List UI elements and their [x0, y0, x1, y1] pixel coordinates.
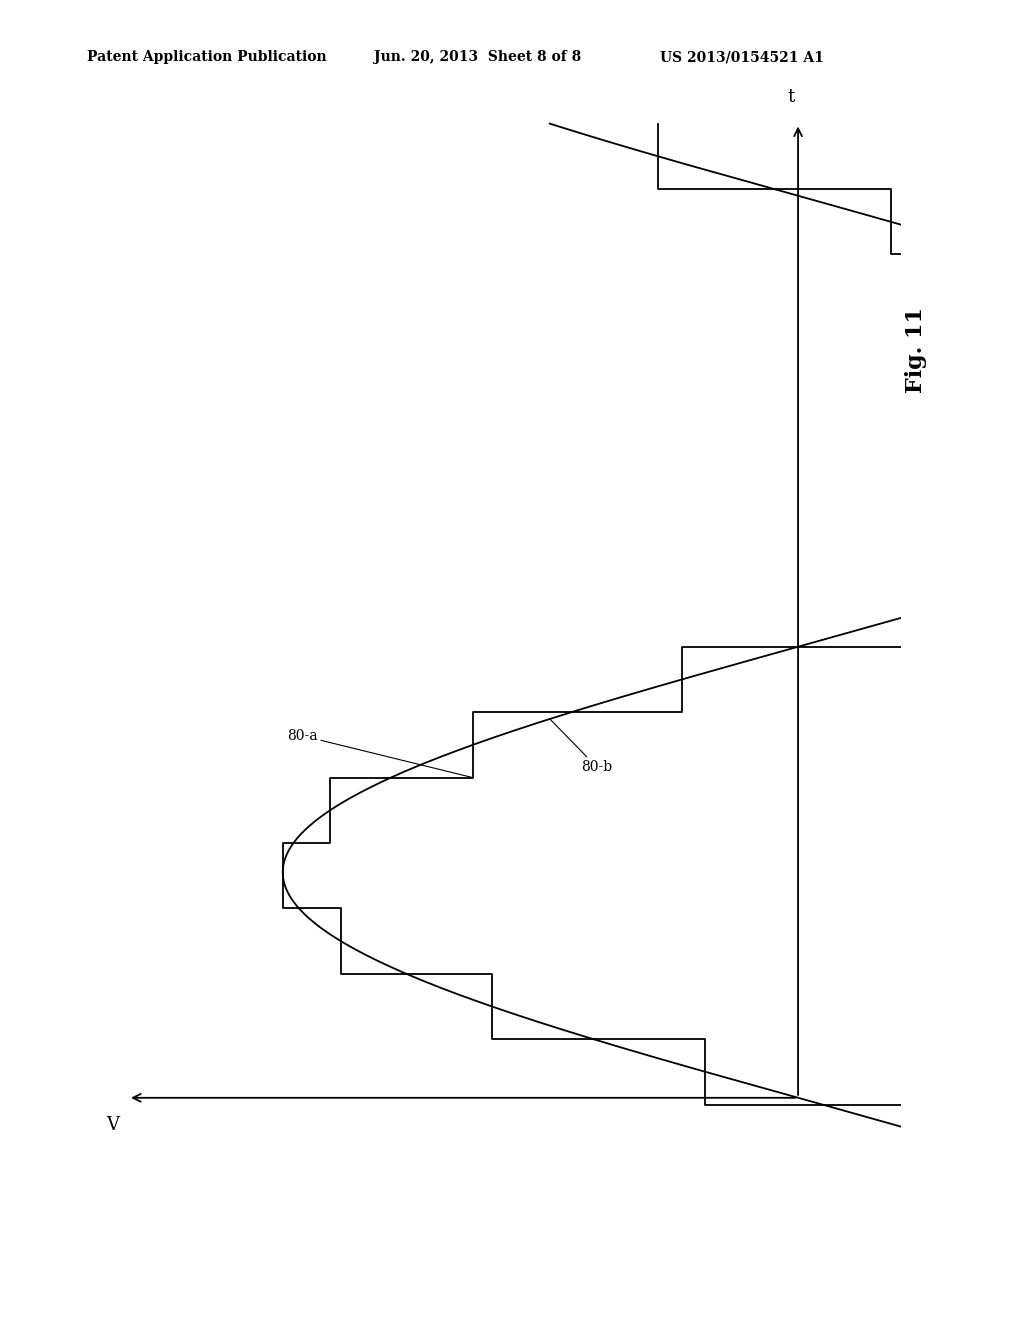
Text: US 2013/0154521 A1: US 2013/0154521 A1: [660, 50, 824, 65]
Text: Patent Application Publication: Patent Application Publication: [87, 50, 327, 65]
Text: Fig. 11: Fig. 11: [905, 306, 928, 393]
Text: V: V: [106, 1115, 119, 1134]
Text: 80-b: 80-b: [550, 719, 612, 774]
Text: 80-a: 80-a: [288, 729, 473, 777]
Text: t: t: [787, 87, 795, 106]
Text: Jun. 20, 2013  Sheet 8 of 8: Jun. 20, 2013 Sheet 8 of 8: [374, 50, 581, 65]
